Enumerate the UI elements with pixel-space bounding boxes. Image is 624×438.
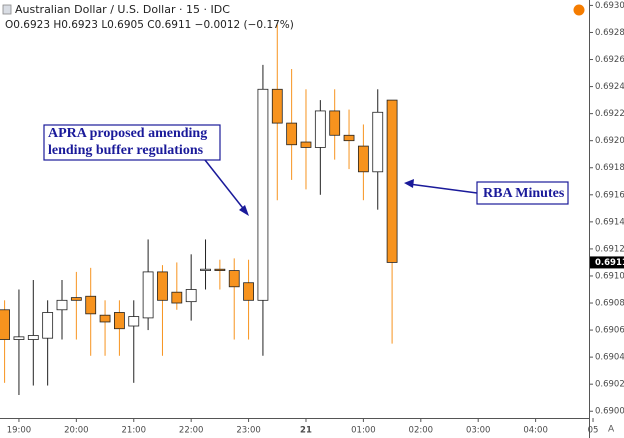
candle-body [314,110,326,148]
arrow-head [239,205,249,216]
candle-body [257,88,269,301]
x-tick-label: 03:00 [466,426,491,436]
last-price-box [590,256,624,269]
x-tick-label: 04:00 [523,426,548,436]
candle-body [200,268,211,271]
symbol-icon [2,4,12,15]
y-tick-label: 0.6912 [595,244,624,254]
candle-body [372,111,384,173]
candle-body [27,335,39,340]
x-tick-label: 02:00 [409,426,434,436]
candle-body [70,297,82,301]
x-tick-label: 22:00 [179,426,204,436]
x-tick-label: 21:00 [122,426,147,436]
y-tick-label: 0.6900 [595,407,624,417]
candle-body [13,336,25,340]
candle-body [0,309,10,340]
annotation-text: RBA Minutes [483,186,565,201]
last-price-label: 0.6911 [595,258,624,268]
y-tick-label: 0.6902 [595,380,624,390]
y-tick-label: 0.6910 [595,271,624,281]
candle-body [300,141,312,148]
alert-icon[interactable] [573,4,585,16]
y-tick-label: 0.6904 [595,353,624,363]
candle-body [42,312,54,339]
candle-body [85,295,97,315]
candle-body [271,88,283,124]
annotation-text: APRA proposed amending [48,126,207,141]
y-tick-label: 0.6920 [595,136,624,146]
annotation-arrow [204,159,247,213]
y-tick-label: 0.6926 [595,55,624,65]
y-tick-label: 0.6928 [595,28,624,38]
candle-body [157,271,168,301]
candle-body [329,110,341,136]
x-tick-label: 05 [588,426,599,436]
symbol-title: Australian Dollar / U.S. Dollar · 15 · I… [15,3,230,16]
candle-body [214,268,226,271]
annotation-arrow [408,183,478,194]
candle-body [99,314,111,323]
candles [0,24,398,396]
y-tick-label: 0.6914 [595,217,624,227]
y-tick-label: 0.6906 [595,326,624,336]
candle-body [114,312,125,330]
x-tick-label: 01:00 [351,426,376,436]
y-tick-label: 0.6922 [595,109,624,119]
candle-body [357,145,369,173]
candle-body [286,122,298,146]
candle-body [142,271,154,319]
candle-body [243,282,254,301]
candle-body [171,291,183,304]
x-tick-label: 23:00 [236,426,261,436]
auto-scale-button[interactable]: A [608,425,615,435]
x-tick-label: 19:00 [7,426,32,436]
candle-body [386,99,398,263]
arrow-head [404,179,414,188]
candle-body [228,270,240,288]
candle-body [128,316,140,327]
y-tick-label: 0.6916 [595,190,624,200]
y-tick-label: 0.6918 [595,163,624,173]
annotation-box [43,124,221,161]
candle-body [343,134,355,142]
y-tick-label: 0.6924 [595,82,624,92]
candle-body [56,299,68,311]
y-tick-label: 0.6908 [595,299,624,309]
ohlc-quote: O0.6923 H0.6923 L0.6905 C0.6911 −0.0012 … [5,19,294,31]
x-tick-label: 20:00 [64,426,89,436]
y-tick-label: 0.6930 [595,1,624,11]
annotation-text: lending buffer regulations [48,143,204,158]
x-tick-label: 21 [300,426,312,436]
candle-body [185,289,197,303]
